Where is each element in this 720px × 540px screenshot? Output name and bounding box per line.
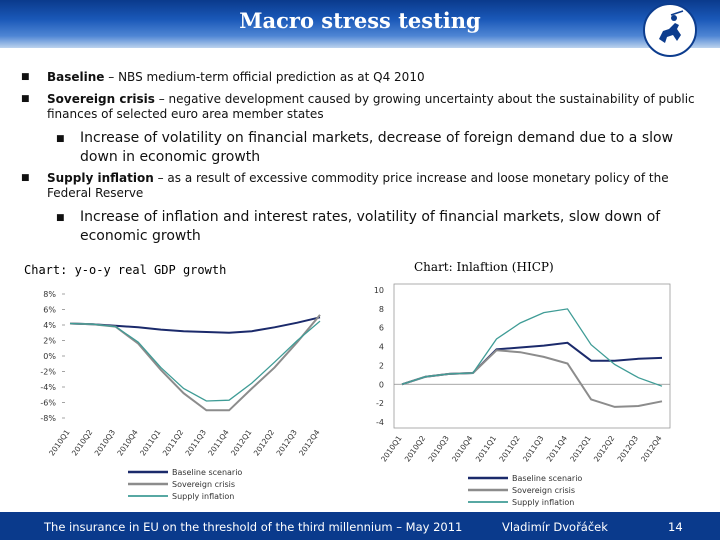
x-tick-label: 2010Q4 <box>450 434 475 464</box>
series-line-1 <box>69 314 321 412</box>
y-tick-label: -4 <box>376 418 384 427</box>
x-tick-label: 2010Q2 <box>70 428 95 458</box>
sovereign-subtext: Increase of volatility on financial mark… <box>80 130 674 165</box>
gdp-growth-chart: 8% 6% 4% 2% 0% -2% -4% -6% -8% 2010Q12010Q22010Q3… <box>40 290 322 501</box>
title-banner <box>0 0 720 48</box>
x-tick-label: 2010Q3 <box>93 428 118 458</box>
y-tick-label: 6 <box>379 324 384 333</box>
series-line-2 <box>401 308 663 387</box>
baseline-keyword: Baseline <box>47 70 105 84</box>
y-tick-label: -2% <box>40 368 56 377</box>
y-tick-label: 0% <box>43 352 56 361</box>
bullet-marker: ■ <box>21 94 30 104</box>
series-line-0 <box>401 341 663 386</box>
y-tick-label: 8 <box>379 305 384 314</box>
x-tick-label: 2010Q3 <box>426 434 451 464</box>
bullet-sovereign: ■ Sovereign crisis – negative developmen… <box>21 92 695 122</box>
x-tick-label: 2012Q4 <box>297 428 322 458</box>
bullet-marker: ■ <box>21 173 30 183</box>
x-tick-label: 2012Q1 <box>568 434 593 464</box>
x-tick-label: 2012Q3 <box>274 428 299 458</box>
y-tick-label: 8% <box>43 290 56 299</box>
y-tick-label: 4% <box>43 321 56 330</box>
legend-label: Baseline scenario <box>512 474 582 483</box>
page-number: 14 <box>668 520 683 534</box>
footer-bar: The insurance in EU on the threshold of … <box>0 512 720 540</box>
supply-keyword: Supply inflation <box>47 171 154 185</box>
supply-text: – as a result of excessive commodity pri… <box>47 171 669 200</box>
x-tick-label: 2011Q2 <box>161 428 186 458</box>
x-tick-label: 2012Q3 <box>616 434 641 464</box>
y-tick-label: 10 <box>374 286 384 295</box>
legend-label: Supply inflation <box>172 492 234 501</box>
x-tick-label: 2010Q1 <box>379 434 404 464</box>
x-tick-label: 2011Q3 <box>184 428 209 458</box>
x-tick-label: 2012Q2 <box>252 428 277 458</box>
horse-rider-logo-icon <box>659 10 684 43</box>
sub-bullet-marker: ■ <box>56 134 65 144</box>
y-tick-label: 2 <box>379 361 384 370</box>
plot-frame <box>393 283 671 429</box>
x-tick-label: 2012Q1 <box>229 428 254 458</box>
supply-subtext: Increase of inflation and interest rates… <box>80 209 661 244</box>
bullet-baseline: ■ Baseline – NBS medium-term official pr… <box>21 70 697 85</box>
footer-author: Vladimír Dvořáček <box>502 520 608 534</box>
y-tick-label: -8% <box>40 414 56 423</box>
baseline-text: – NBS medium-term official prediction as… <box>104 70 425 84</box>
footer-event: The insurance in EU on the threshold of … <box>44 520 463 534</box>
x-tick-label: 2012Q4 <box>639 434 664 464</box>
x-tick-label: 2010Q1 <box>47 428 72 458</box>
page-title: Macro stress testing <box>239 8 481 33</box>
sovereign-keyword: Sovereign crisis <box>47 92 155 106</box>
y-tick-label: 4 <box>379 343 384 352</box>
logo <box>643 3 697 57</box>
series-line-2 <box>69 320 321 402</box>
sub-bullet-marker: ■ <box>56 213 65 223</box>
x-tick-label: 2011Q1 <box>474 434 499 464</box>
legend-label: Sovereign crisis <box>512 486 575 495</box>
x-tick-label: 2011Q3 <box>521 434 546 464</box>
x-tick-label: 2011Q2 <box>497 434 522 464</box>
legend-label: Baseline scenario <box>172 468 242 477</box>
sub-bullet-supply: ■ Increase of inflation and interest rat… <box>56 208 690 246</box>
series-line-1 <box>401 349 663 408</box>
sovereign-text: – negative development caused by growing… <box>47 92 695 121</box>
y-tick-label: -4% <box>40 383 56 392</box>
sub-bullet-sovereign: ■ Increase of volatility on financial ma… <box>56 129 690 167</box>
x-tick-label: 2011Q1 <box>138 428 163 458</box>
bullet-marker: ■ <box>21 72 30 82</box>
bullet-supply: ■ Supply inflation – as a result of exce… <box>21 171 697 201</box>
hicp-chart-title: Chart: Inlaftion (HICP) <box>414 260 554 274</box>
y-tick-label: 0 <box>379 380 384 389</box>
x-tick-label: 2011Q4 <box>545 434 570 464</box>
legend-label: Sovereign crisis <box>172 480 235 489</box>
x-tick-label: 2010Q4 <box>115 428 140 458</box>
y-tick-label: 6% <box>43 306 56 315</box>
x-tick-label: 2012Q2 <box>592 434 617 464</box>
legend-label: Supply inflation <box>512 498 574 507</box>
y-tick-label: -2 <box>376 399 384 408</box>
x-tick-label: 2011Q4 <box>206 428 231 458</box>
y-tick-label: 2% <box>43 337 56 346</box>
x-tick-label: 2010Q2 <box>403 434 428 464</box>
y-tick-label: -6% <box>40 399 56 408</box>
gdp-chart-title: Chart: y-o-y real GDP growth <box>24 263 227 277</box>
